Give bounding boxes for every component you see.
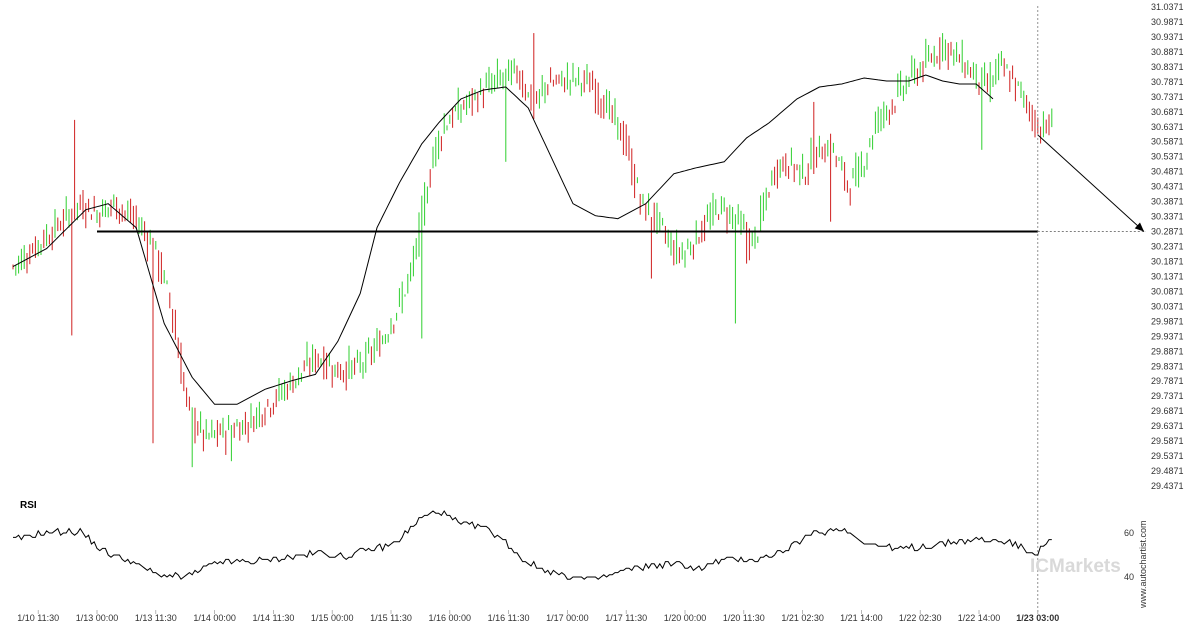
price-tick-label: 30.7371 <box>1151 92 1184 102</box>
rsi-title: RSI <box>20 500 37 511</box>
price-tick-label: 30.1371 <box>1151 271 1184 281</box>
rsi-axis: 60 40 <box>1124 528 1134 582</box>
watermark-text: www.autochartist.com <box>1138 520 1148 609</box>
candles-layer <box>12 33 1053 468</box>
price-tick-label: 30.5371 <box>1151 152 1184 162</box>
rsi-tick-label: 40 <box>1124 572 1134 582</box>
time-tick-label: 1/22 02:30 <box>899 613 942 623</box>
price-tick-label: 30.3371 <box>1151 212 1184 222</box>
time-tick-label: 1/23 03:00 <box>1016 613 1059 623</box>
time-tick-label: 1/20 00:00 <box>664 613 707 623</box>
brand-logo: ICMarkets <box>1030 556 1121 577</box>
time-tick-label: 1/21 02:30 <box>781 613 824 623</box>
price-tick-label: 30.4371 <box>1151 182 1184 192</box>
time-tick-label: 1/15 00:00 <box>311 613 354 623</box>
time-tick-label: 1/17 11:30 <box>605 613 647 623</box>
price-tick-label: 29.8371 <box>1151 361 1184 371</box>
price-tick-label: 30.6371 <box>1151 122 1184 132</box>
time-tick-label: 1/16 00:00 <box>429 613 472 623</box>
time-tick-label: 1/16 11:30 <box>488 613 530 623</box>
rsi-tick-label: 60 <box>1124 528 1134 538</box>
time-tick-label: 1/14 11:30 <box>252 613 294 623</box>
time-tick-label: 1/22 14:00 <box>958 613 1001 623</box>
price-tick-label: 29.5371 <box>1151 451 1184 461</box>
price-tick-label: 29.6871 <box>1151 406 1184 416</box>
price-tick-label: 30.2871 <box>1151 227 1184 237</box>
price-tick-label: 30.8371 <box>1151 62 1184 72</box>
price-tick-label: 30.7871 <box>1151 77 1184 87</box>
price-tick-label: 30.3871 <box>1151 197 1184 207</box>
moving-average-line <box>12 74 994 405</box>
time-tick-label: 1/17 00:00 <box>546 613 589 623</box>
time-tick-label: 1/10 11:30 <box>17 613 59 623</box>
time-tick-label: 1/20 11:30 <box>723 613 765 623</box>
price-tick-label: 30.2371 <box>1151 242 1184 252</box>
time-tick-label: 1/15 11:30 <box>370 613 412 623</box>
price-tick-label: 30.9371 <box>1151 32 1184 42</box>
price-axis: 31.0371 30.9871 30.9371 30.8871 30.8371 30.78… <box>1151 2 1184 491</box>
brand-text: ICMarkets <box>1030 556 1121 577</box>
price-tick-label: 31.0371 <box>1151 2 1184 12</box>
price-tick-label: 30.4871 <box>1151 167 1184 177</box>
price-tick-label: 29.9371 <box>1151 331 1184 341</box>
rsi-line <box>13 510 1052 580</box>
price-tick-label: 29.8871 <box>1151 346 1184 356</box>
price-tick-label: 30.5871 <box>1151 137 1184 147</box>
price-tick-label: 29.7871 <box>1151 376 1184 386</box>
price-tick-label: 30.6871 <box>1151 107 1184 117</box>
price-tick-label: 29.6371 <box>1151 421 1184 431</box>
price-tick-label: 30.9871 <box>1151 17 1184 27</box>
price-tick-label: 30.0371 <box>1151 301 1184 311</box>
price-tick-label: 30.1871 <box>1151 256 1184 266</box>
time-axis: 1/10 11:30 1/13 00:00 1/13 11:30 1/14 00:00… <box>17 610 1059 623</box>
forecast-arrow-head <box>1134 222 1144 232</box>
time-tick-label: 1/13 11:30 <box>135 613 177 623</box>
price-tick-label: 29.4871 <box>1151 466 1184 476</box>
price-tick-label: 30.0871 <box>1151 286 1184 296</box>
price-tick-label: 29.7371 <box>1151 391 1184 401</box>
price-tick-label: 30.8871 <box>1151 47 1184 57</box>
price-tick-label: 29.4371 <box>1151 481 1184 491</box>
price-tick-label: 29.9871 <box>1151 316 1184 326</box>
time-tick-label: 1/13 00:00 <box>76 613 119 623</box>
price-tick-label: 29.5871 <box>1151 436 1184 446</box>
time-tick-label: 1/14 00:00 <box>193 613 236 623</box>
forecast-arrow <box>1037 134 1145 232</box>
time-tick-label: 1/21 14:00 <box>840 613 883 623</box>
